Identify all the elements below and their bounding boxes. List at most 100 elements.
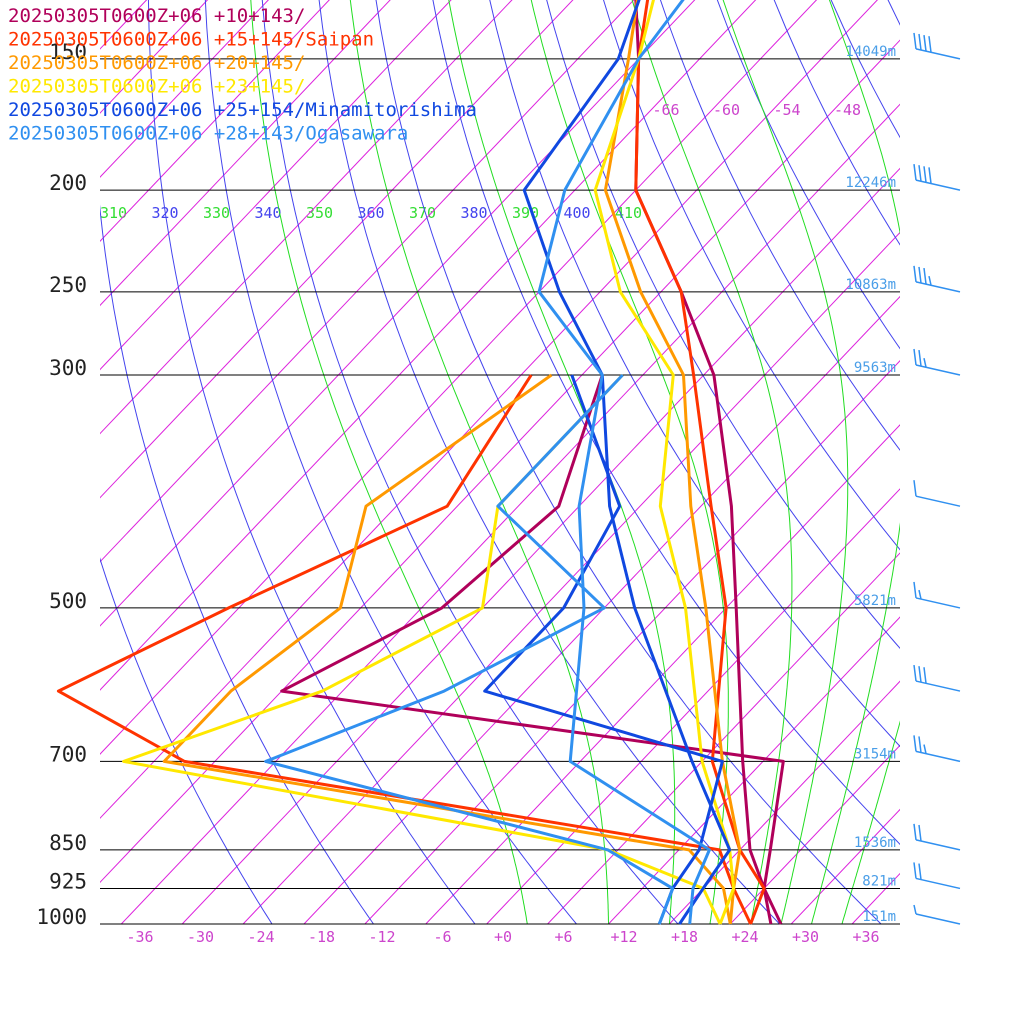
pressure-label: 200 [49,171,87,195]
upper-temperature-tick-labels: -66 -60 -54 -48 [652,101,861,119]
wind-barb [913,348,961,376]
barb-flag [913,735,917,752]
pressure-label: 1000 [36,905,87,929]
barb-flag [913,480,917,497]
moist-adiabat-line [722,0,849,924]
barb-flag [918,589,922,600]
barb-flag [918,824,922,842]
wind-barb [913,904,961,925]
wind-barb [913,164,961,191]
height-label: 151m [862,909,896,925]
wind-barbs [913,32,961,925]
legend-entry: 20250305T0600Z+06 +28+143/Ogasawara [8,123,408,145]
series-0-temperature-line [634,0,783,925]
theta-tick-label: 310 [100,204,127,222]
barb-flag [918,736,922,753]
theta-tick-label: 400 [564,204,591,222]
barb-flag [918,33,922,51]
dry-adiabat-line [869,0,1024,924]
barb-flag [928,167,932,184]
temperature-tick-label: -18 [308,928,335,946]
isotherm-line [547,552,900,924]
theta-tick-label: 340 [255,204,282,222]
isotherm-line [486,488,900,924]
upper-temperature-tick-label: -54 [773,101,800,119]
height-label: 12246m [845,175,896,191]
isotherm-line [790,808,900,924]
moist-adiabat-line [349,0,609,924]
temperature-tick-label: +36 [852,928,879,946]
pressure-label: 300 [49,356,87,380]
isotherm-line [303,295,900,924]
barb-flag [918,266,922,284]
dry-adiabat-line [887,0,900,26]
pressure-label: 150 [49,40,87,64]
barb-flag [923,267,927,285]
moist-adiabat-line [841,720,900,924]
barb-flag [923,667,927,684]
sounding-series [56,0,785,925]
temperature-tick-label: -12 [368,928,395,946]
moist-adiabat-line [631,0,793,924]
temperature-tick-label: +18 [671,928,698,946]
isotherm-line [913,0,1024,924]
pressure-label: 700 [49,742,87,766]
barb-staff [915,750,961,763]
wind-barb [913,265,961,293]
isotherm-line [974,0,1024,924]
barb-flag [913,32,917,50]
temperature-tick-label: -24 [247,928,274,946]
series-5-dewpoint-line [264,373,675,925]
isotherm-line [364,360,900,924]
pressure-lines: 100150200250300500700850925100016505m140… [36,40,900,929]
theta-tick-label: 330 [203,204,230,222]
theta-tick-label: 410 [615,204,642,222]
temperature-tick-label: +6 [554,928,572,946]
wind-barb [913,823,961,851]
temperature-tick-label: +12 [610,928,637,946]
theta-tick-label: 370 [409,204,436,222]
height-label: 5821m [854,593,896,609]
legend-entry: 20250305T0600Z+06 +10+143/ [8,5,305,27]
barb-flag [913,581,917,599]
barb-flag [913,164,917,181]
isotherm-line [242,231,900,924]
dry-adiabat-line [909,0,1024,924]
series-3-dewpoint-line [122,373,722,925]
isotherm-line [425,424,900,924]
barb-flag [913,664,917,682]
dry-adiabat-line [716,0,900,350]
height-label: 821m [862,873,896,889]
dry-adiabat-line [950,0,1024,924]
isotherm-line [608,616,900,924]
barb-flag [913,823,917,840]
isotherm-line [851,872,900,924]
series-2-dewpoint-line [162,373,732,925]
upper-temperature-tick-label: -66 [652,101,679,119]
moist-adiabat-line [811,0,900,924]
height-label: 1536m [854,835,896,851]
series-2-temperature-line [603,0,742,925]
upper-temperature-tick-label: -48 [834,101,861,119]
legend-entry: 20250305T0600Z+06 +20+145/ [8,52,305,74]
height-label: 9563m [854,360,896,376]
legend-entry: 20250305T0600Z+06 +23+145/ [8,76,305,98]
temperature-tick-label: -36 [126,928,153,946]
barb-staff [915,913,961,925]
wind-barb [913,32,961,60]
barb-flag [923,358,927,368]
dry-adiabat-line [546,0,900,650]
dry-adiabat-line [100,204,374,924]
temperature-tick-label: +24 [731,928,758,946]
barb-staff [915,839,961,851]
upper-temperature-tick-label: -60 [713,101,740,119]
series-1-dewpoint-line [56,374,752,925]
barb-staff [915,281,961,293]
temperature-tick-label: -30 [187,928,214,946]
wind-barb [913,862,961,890]
height-label: 3154m [854,746,896,762]
dry-adiabat-line [830,0,900,139]
series-4-dewpoint-line [483,374,724,925]
wind-barb [913,735,961,763]
